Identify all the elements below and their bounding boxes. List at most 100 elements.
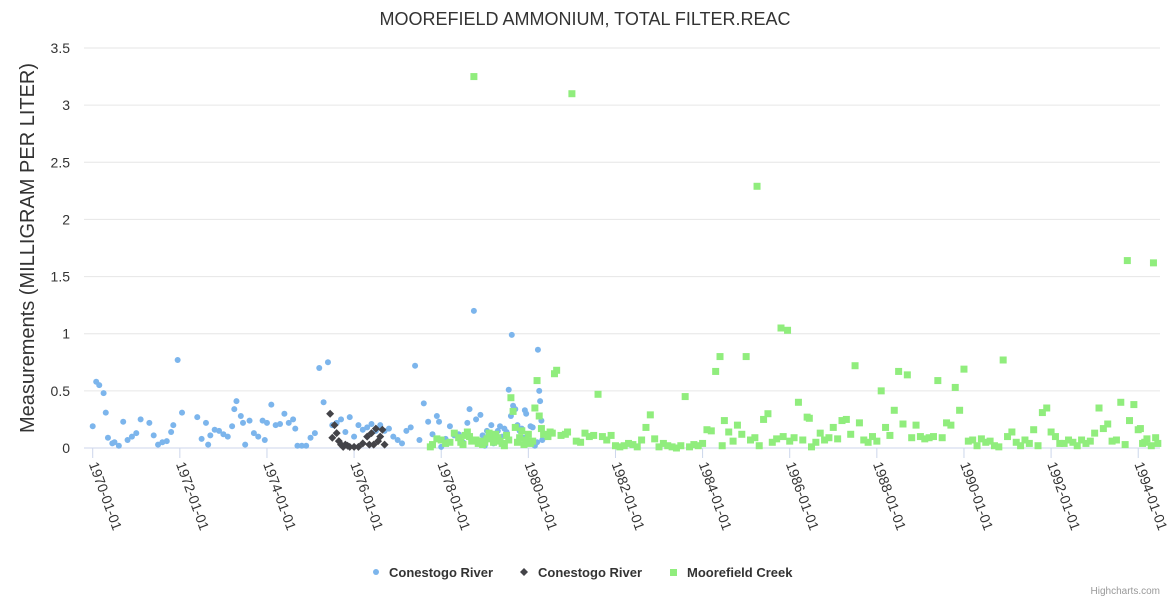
data-point[interactable] [503, 431, 511, 439]
legend-item-moorefield[interactable]: Moorefield Creek [670, 565, 793, 580]
data-point[interactable] [1121, 441, 1129, 449]
data-point[interactable] [240, 419, 247, 426]
data-point[interactable] [433, 435, 441, 443]
data-point[interactable] [307, 434, 314, 441]
data-point[interactable] [163, 438, 170, 445]
data-point[interactable] [1069, 438, 1077, 446]
data-point[interactable] [773, 435, 781, 443]
data-point[interactable] [1117, 398, 1125, 406]
data-point[interactable] [1130, 401, 1138, 409]
data-point[interactable] [534, 346, 541, 353]
data-point[interactable] [1012, 438, 1020, 446]
data-point[interactable] [285, 419, 292, 426]
data-point[interactable] [611, 442, 619, 450]
data-point[interactable] [250, 430, 257, 437]
data-point[interactable] [590, 431, 598, 439]
data-point[interactable] [873, 437, 881, 445]
data-point[interactable] [100, 390, 107, 397]
data-point[interactable] [1143, 435, 1151, 443]
data-point[interactable] [548, 429, 556, 437]
data-point[interactable] [446, 423, 453, 430]
data-point[interactable] [755, 442, 763, 450]
data-point[interactable] [851, 362, 859, 370]
data-point[interactable] [908, 434, 916, 442]
data-point[interactable] [799, 436, 807, 444]
data-point[interactable] [681, 393, 689, 401]
data-point[interactable] [690, 441, 698, 449]
data-point[interactable] [598, 433, 606, 441]
data-point[interactable] [455, 434, 463, 442]
data-point[interactable] [96, 382, 103, 389]
data-point[interactable] [342, 429, 349, 435]
data-point[interactable] [242, 441, 249, 448]
data-point[interactable] [268, 401, 275, 408]
data-point[interactable] [956, 406, 964, 414]
data-point[interactable] [720, 417, 728, 425]
data-point[interactable] [655, 443, 663, 451]
data-point[interactable] [464, 419, 471, 426]
data-point[interactable] [330, 421, 339, 430]
data-point[interactable] [102, 409, 109, 416]
data-point[interactable] [420, 400, 427, 407]
data-point[interactable] [516, 434, 524, 442]
data-point[interactable] [629, 441, 637, 449]
data-point[interactable] [1123, 257, 1131, 265]
data-point[interactable] [509, 407, 517, 415]
data-point[interactable] [1078, 436, 1086, 444]
data-point[interactable] [668, 443, 676, 451]
data-point[interactable] [868, 433, 876, 441]
data-point[interactable] [764, 410, 772, 418]
data-point[interactable] [834, 435, 842, 443]
data-point[interactable] [1095, 404, 1103, 412]
data-point[interactable] [786, 437, 794, 445]
data-point[interactable] [505, 386, 512, 393]
data-point[interactable] [371, 424, 380, 433]
data-point[interactable] [437, 436, 445, 444]
data-point[interactable] [115, 442, 122, 449]
data-point[interactable] [659, 439, 667, 447]
data-point[interactable] [324, 359, 331, 366]
data-point[interactable] [1099, 425, 1107, 433]
data-point[interactable] [603, 436, 611, 444]
data-point[interactable] [1060, 439, 1068, 447]
data-point[interactable] [338, 416, 345, 423]
data-point[interactable] [120, 418, 127, 425]
data-point[interactable] [585, 433, 593, 441]
data-point[interactable] [216, 427, 223, 434]
data-point[interactable] [1017, 442, 1025, 450]
data-point[interactable] [951, 383, 959, 391]
data-point[interactable] [518, 427, 526, 435]
data-point[interactable] [507, 394, 515, 402]
data-point[interactable] [1126, 417, 1134, 425]
data-point[interactable] [170, 422, 177, 429]
data-point[interactable] [1152, 434, 1160, 442]
data-point[interactable] [513, 438, 521, 446]
data-point[interactable] [394, 437, 401, 443]
data-point[interactable] [1108, 437, 1116, 445]
data-point[interactable] [882, 423, 890, 431]
data-point[interactable] [842, 415, 850, 423]
data-point[interactable] [651, 435, 659, 443]
data-point[interactable] [760, 415, 768, 423]
data-point[interactable] [1147, 442, 1155, 450]
data-point[interactable] [174, 357, 181, 363]
data-point[interactable] [365, 440, 374, 449]
data-point[interactable] [533, 377, 541, 385]
data-point[interactable] [483, 435, 491, 443]
data-point[interactable] [231, 406, 238, 413]
data-point[interactable] [738, 430, 746, 438]
data-point[interactable] [1082, 439, 1090, 447]
data-point[interactable] [616, 443, 624, 451]
data-point[interactable] [877, 387, 885, 395]
data-point[interactable] [1112, 436, 1120, 444]
data-point[interactable] [664, 442, 672, 450]
data-point[interactable] [412, 362, 419, 369]
data-point[interactable] [466, 406, 473, 413]
data-point[interactable] [1056, 439, 1064, 447]
data-point[interactable] [380, 440, 389, 449]
data-point[interactable] [328, 433, 337, 442]
data-point[interactable] [716, 353, 724, 361]
data-point[interactable] [104, 434, 111, 441]
data-point[interactable] [855, 419, 863, 427]
data-point[interactable] [429, 441, 437, 449]
